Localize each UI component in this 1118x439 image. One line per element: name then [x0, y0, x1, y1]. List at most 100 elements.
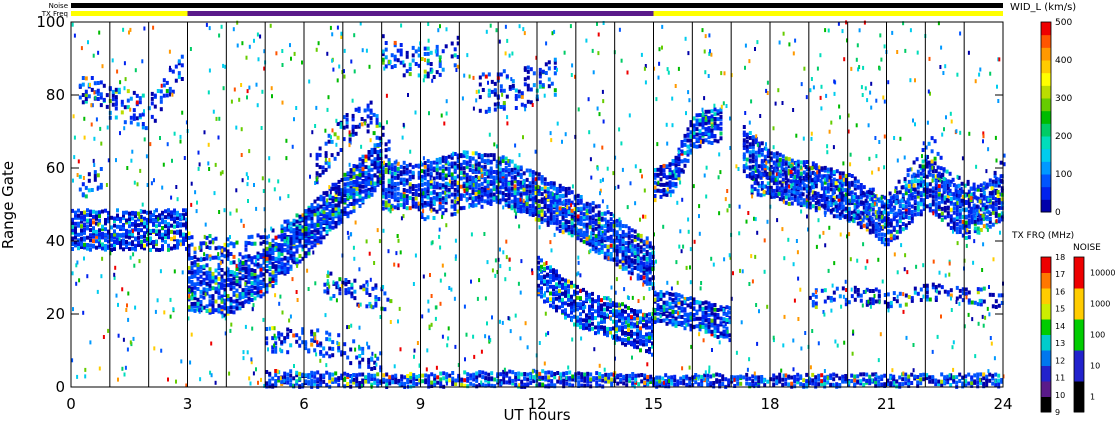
scatter-cell — [336, 151, 340, 156]
scatter-cell — [928, 203, 932, 208]
scatter-cell — [364, 175, 368, 180]
scatter-cell — [591, 326, 594, 331]
scatter-cell — [501, 178, 505, 183]
scatter-cell — [653, 185, 657, 190]
scatter-cell — [540, 175, 544, 180]
scatter-cell — [555, 273, 558, 278]
scatter-cell — [483, 179, 487, 184]
scatter-cell — [543, 266, 546, 271]
scatter-cell — [547, 77, 551, 82]
scatter-cell — [892, 205, 896, 210]
scatter-cell — [639, 309, 642, 314]
scatter-cell — [193, 290, 197, 295]
scatter-cell — [979, 207, 983, 212]
scatter-cell — [567, 206, 571, 211]
scatter-cell — [633, 338, 636, 343]
scatter-cell — [772, 166, 776, 171]
scatter-cell — [942, 181, 946, 186]
scatter-cell — [456, 188, 460, 193]
scatter-cell — [585, 216, 589, 221]
scatter-cell — [662, 168, 666, 173]
scatter-cell — [414, 184, 418, 189]
scatter-cell — [870, 197, 874, 202]
scatter-cell — [411, 170, 415, 175]
scatter-cell — [856, 221, 860, 226]
scatter-cell — [567, 198, 571, 203]
scatter-cell — [555, 187, 559, 191]
scatter-cell — [710, 131, 714, 136]
scatter-cell — [423, 194, 427, 199]
scatter-cell — [722, 319, 726, 324]
scatter-cell — [334, 224, 338, 229]
scatter-cell — [441, 158, 445, 163]
scatter-cell — [680, 294, 684, 299]
scatter-cell — [982, 196, 986, 201]
scatter-cell — [549, 291, 552, 296]
scatter-cell — [597, 221, 601, 226]
scatter-cell — [349, 168, 353, 173]
scatter-cell — [671, 292, 675, 297]
scatter-cell — [695, 324, 699, 329]
scatter-cell — [176, 241, 179, 246]
scatter-cell — [426, 164, 430, 169]
scatter-cell — [128, 224, 131, 229]
scatter-cell — [274, 278, 278, 283]
scatter-cell — [162, 93, 166, 98]
scatter-cell — [477, 183, 481, 188]
scatter-cell — [701, 123, 705, 128]
scatter-cell — [967, 218, 971, 223]
scatter-cell — [277, 260, 281, 265]
scatter-cell — [343, 177, 347, 182]
scatter-cell — [624, 260, 628, 265]
scatter-cell — [918, 164, 922, 169]
scatter-cell — [665, 164, 669, 169]
scatter-cell — [438, 72, 442, 77]
scatter-cell — [621, 266, 625, 271]
scatter-cell — [555, 282, 558, 287]
scatter-cell — [244, 270, 248, 275]
scatter-cell — [728, 320, 732, 325]
scatter-cell — [456, 192, 460, 197]
scatter-cell — [125, 210, 128, 215]
scatter-cell — [873, 194, 877, 199]
scatter-cell — [615, 337, 618, 342]
scatter-cell — [630, 260, 634, 265]
scatter-cell — [885, 222, 889, 227]
scatter-cell — [939, 166, 943, 171]
scatter-cell — [648, 325, 651, 330]
scatter-cell — [757, 148, 761, 153]
scatter-cell — [928, 182, 932, 187]
scatter-cell — [259, 285, 263, 290]
scatter-cell — [202, 264, 206, 269]
scatter-cell — [710, 117, 714, 122]
scatter-cell — [132, 116, 136, 121]
scatter-cell — [262, 272, 266, 277]
scatter-cell — [223, 242, 227, 247]
scatter-cell — [129, 120, 133, 125]
scatter-cell — [417, 203, 421, 208]
scatter-cell — [728, 333, 732, 338]
scatter-cell — [408, 185, 412, 190]
scatter-cell — [408, 174, 412, 179]
scatter-cell — [87, 178, 91, 183]
scatter-cell — [549, 191, 553, 196]
scatter-cell — [477, 194, 481, 199]
scatter-cell — [468, 168, 472, 172]
scatter-cell — [927, 170, 931, 175]
scatter-cell — [319, 240, 323, 245]
scatter-cell — [462, 181, 466, 186]
scatter-cell — [98, 214, 101, 218]
scatter-cell — [411, 165, 415, 170]
scatter-cell — [292, 222, 296, 226]
scatter-cell — [523, 66, 527, 71]
scatter-cell — [701, 315, 705, 319]
scatter-cell — [381, 200, 385, 205]
scatter-cell — [99, 92, 103, 97]
scatter-cell — [910, 213, 914, 218]
scatter-cell — [639, 245, 643, 250]
scatter-cell — [698, 300, 702, 305]
scatter-cell — [319, 221, 323, 226]
scatter-cell — [748, 172, 752, 177]
scatter-cell — [769, 185, 773, 190]
scatter-cell — [214, 236, 218, 241]
